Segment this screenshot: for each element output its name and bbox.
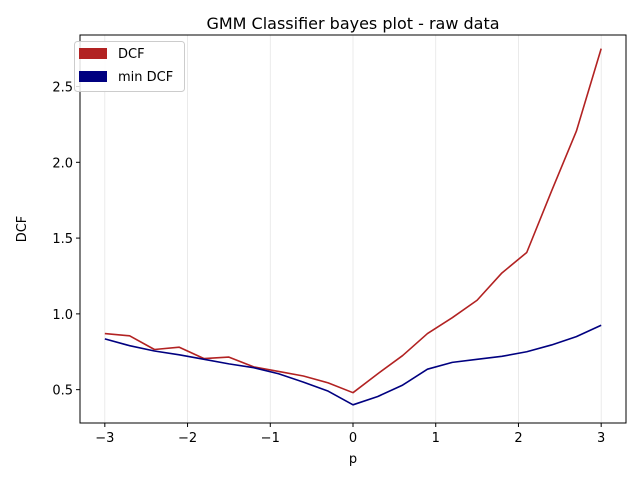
x-tick-label: −3 (95, 431, 114, 446)
y-axis-label: DCF (15, 216, 30, 243)
x-tick-label: 2 (514, 431, 522, 446)
series-lines (104, 48, 602, 406)
grid (104, 35, 602, 423)
series-line-dcf (104, 48, 602, 394)
legend-swatch-min-dcf (79, 71, 107, 82)
legend-swatch-dcf (79, 48, 107, 59)
y-tick-label: 2.5 (52, 81, 73, 96)
x-tick-label: 0 (349, 431, 357, 446)
y-tick-label: 1.0 (52, 308, 73, 323)
x-tick-label: 3 (597, 431, 605, 446)
y-tick-label: 2.0 (52, 156, 73, 171)
chart-title: GMM Classifier bayes plot - raw data (206, 14, 499, 33)
y-tick-label: 1.5 (52, 232, 73, 247)
y-tick-label: 0.5 (52, 384, 73, 399)
x-axis-label: p (349, 452, 357, 467)
x-tick-label: 1 (432, 431, 440, 446)
legend: DCF min DCF (74, 41, 185, 92)
x-tick-label: −2 (178, 431, 197, 446)
legend-label-dcf: DCF (118, 47, 145, 62)
legend-label-min-dcf: min DCF (118, 70, 173, 85)
series-line-min-dcf (104, 324, 602, 406)
axis-ticks: −3 −2 −1 0 1 2 3 0.5 1.0 1.5 2.0 2.5 (52, 81, 605, 446)
x-tick-label: −1 (261, 431, 280, 446)
